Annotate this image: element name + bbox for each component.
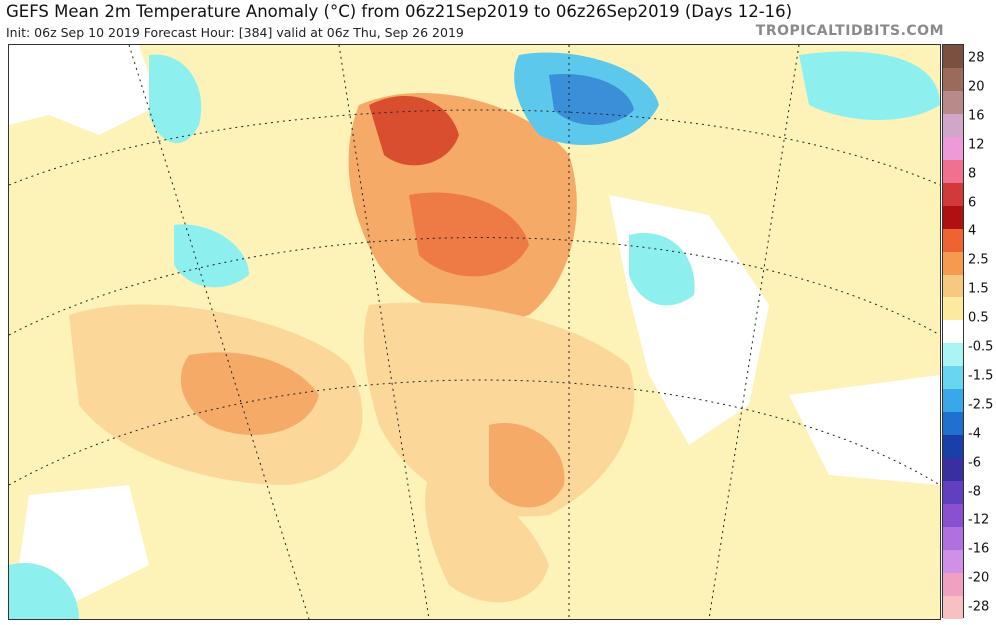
legend-tick-label: 1.5 [968, 281, 989, 297]
color-legend [942, 44, 964, 619]
legend-tick-label: 16 [968, 108, 985, 124]
legend-tick-label: 12 [968, 137, 985, 153]
legend-swatch [943, 527, 963, 550]
legend-swatch [943, 205, 963, 229]
hot-core-central-canada [409, 192, 529, 277]
legend-tick-label: -2.5 [968, 397, 994, 413]
legend-tick-label: -8 [968, 484, 981, 499]
legend-swatch [943, 572, 963, 596]
warm-area-mexico [425, 475, 549, 603]
cool-area-gulf-alaska [174, 224, 249, 288]
warm-core-pacific [180, 352, 319, 435]
legend-swatch [943, 182, 963, 206]
legend-swatch [943, 366, 963, 390]
legend-swatch [943, 251, 963, 275]
brand-watermark: TROPICALTIDBITS.COM [755, 23, 944, 39]
legend-swatch [943, 90, 963, 114]
legend-swatch [943, 113, 963, 137]
cool-area-labrador [629, 233, 695, 306]
legend-tick-label: 20 [968, 79, 985, 95]
neutral-area-se [789, 375, 940, 485]
warm-core-texas [489, 423, 565, 508]
graticule [9, 45, 940, 619]
legend-swatch [943, 45, 963, 68]
legend-swatch [943, 481, 963, 505]
neutral-area-nw [9, 45, 159, 135]
legend-swatch [943, 343, 963, 367]
legend-swatch [943, 159, 963, 183]
legend-swatch [943, 595, 963, 619]
legend-swatch [943, 320, 963, 344]
warm-area-us [363, 302, 635, 517]
map-title: GEFS Mean 2m Temperature Anomaly (°C) fr… [6, 2, 793, 21]
legend-tick-label: -20 [968, 570, 990, 586]
map-canvas [9, 45, 940, 619]
legend-tick-label: 4 [968, 223, 977, 239]
cool-area-alaska [149, 54, 202, 144]
map-subtitle: Init: 06z Sep 10 2019 Forecast Hour: [38… [6, 25, 464, 40]
cold-core-greenland [549, 74, 634, 125]
legend-swatch [943, 549, 963, 573]
hot-core-nw-canada [369, 96, 459, 166]
legend-swatch [943, 297, 963, 321]
legend-tick-label: 2.5 [968, 252, 989, 268]
cool-area-sw-corner [9, 563, 79, 619]
legend-swatch [943, 67, 963, 91]
legend-tick-label: 0.5 [968, 310, 989, 326]
legend-swatch [943, 136, 963, 160]
legend-tick-label: -1.5 [968, 368, 994, 384]
legend-tick-label: -4 [968, 426, 981, 442]
legend-tick-label: -16 [968, 541, 990, 557]
legend-swatch [943, 504, 963, 528]
anomaly-map [8, 44, 941, 620]
legend-swatch [943, 389, 963, 413]
legend-tick-label: -12 [968, 512, 990, 528]
legend-swatch [943, 458, 963, 482]
legend-tick-label: 28 [968, 50, 985, 66]
cool-area-ne [799, 51, 940, 121]
legend-tick-label: -6 [968, 455, 981, 471]
legend-swatch [943, 274, 963, 298]
legend-tick-label: -28 [968, 599, 990, 615]
legend-tick-label: 6 [968, 195, 977, 210]
legend-swatch [943, 412, 963, 436]
legend-ticks: 28 20 16 12 8 6 4 2.5 1.5 0.5 -0.5 -1.5 -2.5 -4 -6 -8 -1… [968, 44, 996, 618]
legend-tick-label: -0.5 [968, 339, 994, 355]
legend-swatch [943, 435, 963, 459]
legend-tick-label: 8 [968, 166, 977, 182]
legend-swatch [943, 228, 963, 252]
